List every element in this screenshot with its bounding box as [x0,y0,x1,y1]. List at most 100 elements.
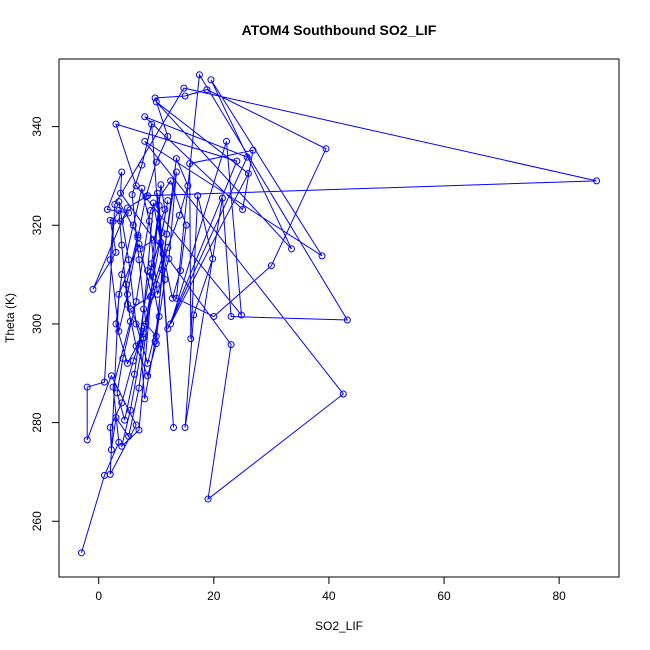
data-point [593,177,601,185]
data-point [141,395,149,403]
data-point [141,113,149,121]
data-point [187,335,195,343]
data-point [141,137,149,145]
data-point [132,182,140,190]
data-point [83,383,91,391]
data-point [125,256,133,264]
data-point [152,158,160,166]
data-point [112,414,120,422]
data-point [123,204,131,212]
data-point [106,470,114,478]
data-point [135,426,143,434]
data-point [186,160,194,168]
data-point [134,231,142,239]
data-point [233,157,241,165]
data-point [112,120,120,128]
data-point [152,280,160,288]
data-point [142,193,150,201]
data-point [147,206,155,214]
data-point [115,290,123,298]
data-point [172,155,180,163]
data-point [158,266,166,274]
data-point [111,201,119,209]
data-point [152,98,160,106]
data-point [322,145,330,153]
data-point [129,221,137,229]
data-point [161,205,169,213]
data-point [164,243,172,251]
data-point [106,216,114,224]
data-point [181,424,189,432]
data-point [122,280,130,288]
y-axis: 260 280 300 320 340 [30,116,60,531]
x-tick-label: 0 [95,589,102,603]
data-point [180,84,188,92]
data-point [210,313,218,321]
data-point [126,317,134,325]
data-point [168,294,176,302]
data-point [167,177,175,185]
data-point [100,378,108,386]
data-point [243,153,251,161]
data-point [106,256,114,264]
y-tick-label: 280 [30,412,44,432]
data-point [218,194,226,202]
data-point [140,334,148,342]
data-point [123,359,131,367]
data-point [144,359,152,367]
data-point [115,327,123,335]
data-point [138,184,146,192]
data-point [161,276,169,284]
data-point [149,236,157,244]
data-point [132,320,140,328]
data-point [147,293,155,301]
data-point [151,94,159,102]
x-axis-label: SO2_LIF [315,619,363,633]
y-tick-label: 340 [30,116,44,136]
data-point [144,372,152,380]
x-tick-label: 40 [322,589,336,603]
data-point [190,311,198,319]
data-point [107,446,115,454]
data-point [163,230,171,238]
data-point [249,146,257,154]
data-point [130,370,138,378]
data-point [136,245,144,253]
data-point [135,240,143,248]
data-point [112,320,120,328]
data-point [157,239,165,247]
data-point [115,206,123,214]
data-point [175,211,183,219]
data-point [159,250,167,258]
data-point [227,313,235,321]
data-point [109,217,117,225]
data-point [267,262,275,270]
data-point [222,137,230,145]
data-point [112,248,120,256]
data-point [138,161,146,169]
chart-title: ATOM4 Southbound SO2_LIF [242,22,437,38]
data-point [204,495,212,503]
data-point [239,205,247,213]
series-layer [77,71,601,557]
data-point [152,340,160,348]
data-point [167,320,175,328]
data-point [318,252,326,260]
data-point [109,383,117,391]
data-point [117,189,125,197]
data-point [170,424,178,432]
x-tick-label: 20 [207,589,221,603]
data-point [118,442,126,450]
data-point [118,271,126,279]
y-tick-label: 260 [30,511,44,531]
y-tick-label: 300 [30,314,44,334]
data-point [129,357,137,365]
data-point [209,255,217,263]
data-point [83,436,91,444]
data-point [125,432,133,440]
data-point [141,322,149,330]
data-point [288,245,296,253]
data-point [140,330,148,338]
data-point [140,305,148,313]
